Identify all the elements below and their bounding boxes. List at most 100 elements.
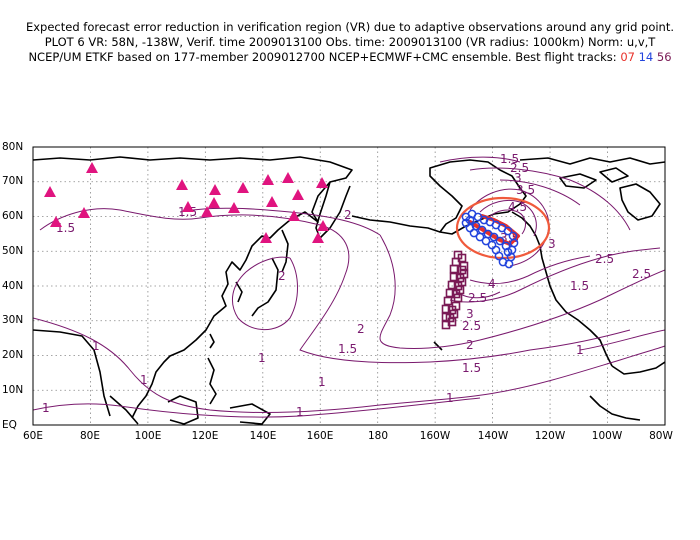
observation-triangle [237, 182, 249, 193]
contour-label-17: 2.5 [462, 319, 481, 333]
track-14-point [503, 226, 513, 236]
contour-label-15: 1.5 [462, 361, 481, 375]
contour-label-20: 3 [466, 307, 474, 321]
contour-1.5-north [439, 156, 521, 163]
lat-label-40n: 40N [2, 280, 23, 292]
gulf-mexico [611, 361, 665, 375]
map-frame [32, 146, 666, 426]
contour-label-12: 1 [446, 391, 454, 405]
contour-label-16: 2 [466, 338, 474, 352]
lon-label-60e: 60E [23, 430, 43, 442]
track-14-label: 14 [638, 50, 654, 64]
contour-label-8: 1 [140, 373, 148, 387]
track-56-point [455, 273, 465, 283]
observation-triangle [282, 172, 294, 183]
observation-triangle [292, 189, 304, 200]
lat-label-eq: EQ [2, 419, 17, 431]
contour-label-28: 2.5 [632, 267, 651, 281]
contour-label-27: 1.5 [570, 279, 589, 293]
header-line-3: NCEP/UM ETKF based on 177-member 2009012… [0, 50, 700, 65]
contour-4 [479, 199, 537, 237]
sumatra-coast [109, 395, 139, 425]
track-56-label: 56 [656, 50, 672, 64]
observation-triangle [182, 201, 194, 212]
observation-triangle [288, 210, 300, 221]
japan-coast [251, 257, 279, 317]
lon-label-160w: 160W [420, 430, 451, 442]
contour-1-east [499, 345, 665, 393]
contour-3.5 [469, 188, 550, 267]
header-line-1: Expected forecast error reduction in ver… [25, 20, 675, 34]
lon-label-140e: 140E [250, 430, 277, 442]
latitude-labels: EQ 10N 20N 30N 40N 50N 60N 70N 80N [2, 141, 23, 431]
header-line-3-text: NCEP/UM ETKF based on 177-member 2009012… [28, 50, 617, 64]
track-56-point [453, 281, 463, 291]
flight-track-56 [441, 250, 469, 330]
observation-triangle [316, 177, 328, 188]
contour-1-south [33, 397, 481, 418]
contour-2.5-inner [454, 289, 501, 299]
track-56-point [445, 313, 455, 323]
contour-label-7: 1 [92, 339, 100, 353]
track-14-point [498, 257, 508, 267]
track-14-point [471, 221, 481, 231]
track-14-point [477, 225, 487, 235]
contour-label-9: 1 [258, 351, 266, 365]
contour-1.5-band [39, 208, 201, 231]
contour-label-30: 1 [318, 375, 326, 389]
contour-2.5-east-arc [499, 179, 581, 206]
lon-label-180: 180 [368, 430, 388, 442]
contour-3 [469, 255, 591, 284]
canada-north [519, 157, 665, 165]
lon-label-100e: 100E [135, 430, 162, 442]
korea-coast [235, 281, 243, 303]
contour-4.5 [487, 209, 526, 235]
track-56-point [441, 304, 451, 314]
lon-label-160e: 160E [307, 430, 334, 442]
contour-label-21: 3 [548, 237, 556, 251]
contour-label-6: 2 [357, 322, 365, 336]
track-56-point [447, 305, 457, 315]
contour-label-13: 1 [576, 343, 584, 357]
contour-label-1: 1.5 [500, 152, 519, 166]
hawaii [433, 341, 443, 351]
contour-label-18: 2.5 [468, 291, 487, 305]
observation-triangle [312, 232, 324, 243]
lon-label-100w: 100W [592, 430, 623, 442]
track-14-point [503, 247, 513, 257]
track-14-point [465, 215, 475, 225]
observation-triangle [78, 207, 90, 218]
track-56-point [449, 264, 459, 274]
lon-label-140w: 140W [478, 430, 509, 442]
contour-labels: 1.5 1.5 1.5 2 2 2 1 1 1 1 1 1 1 1.5 1.5 … [42, 152, 651, 419]
lat-label-30n: 30N [2, 314, 23, 326]
lat-label-10n: 10N [2, 384, 23, 396]
flight-track-14 [461, 209, 519, 269]
india-coast [33, 329, 111, 417]
track-56-point [457, 253, 467, 263]
sakhalin-coast [281, 229, 289, 273]
lon-label-80w: 80W [649, 430, 673, 442]
lat-label-80n: 80N [2, 141, 23, 153]
lon-label-120w: 120W [535, 430, 566, 442]
observation-triangle [44, 186, 56, 197]
contour-label-25: 4.5 [508, 200, 527, 214]
contour-label-19: 2.5 [595, 252, 614, 266]
track-56-point [457, 265, 467, 275]
observation-triangle [208, 197, 220, 208]
contour-2.5 [449, 247, 661, 303]
contour-label-24: 4 [488, 277, 496, 291]
graticule [33, 147, 665, 425]
contour-1-upper [579, 329, 665, 351]
observation-triangle [266, 196, 278, 207]
observation-triangle [317, 220, 329, 231]
contour-1.5-east-arc [469, 167, 631, 231]
track-14-point [487, 240, 497, 250]
contour-1.5-main [199, 214, 631, 364]
taiwan-coast [209, 333, 215, 349]
observation-triangle [86, 162, 98, 173]
contour-2-loop [231, 256, 298, 331]
lon-label-80e: 80E [80, 430, 100, 442]
observation-triangle [228, 202, 240, 213]
